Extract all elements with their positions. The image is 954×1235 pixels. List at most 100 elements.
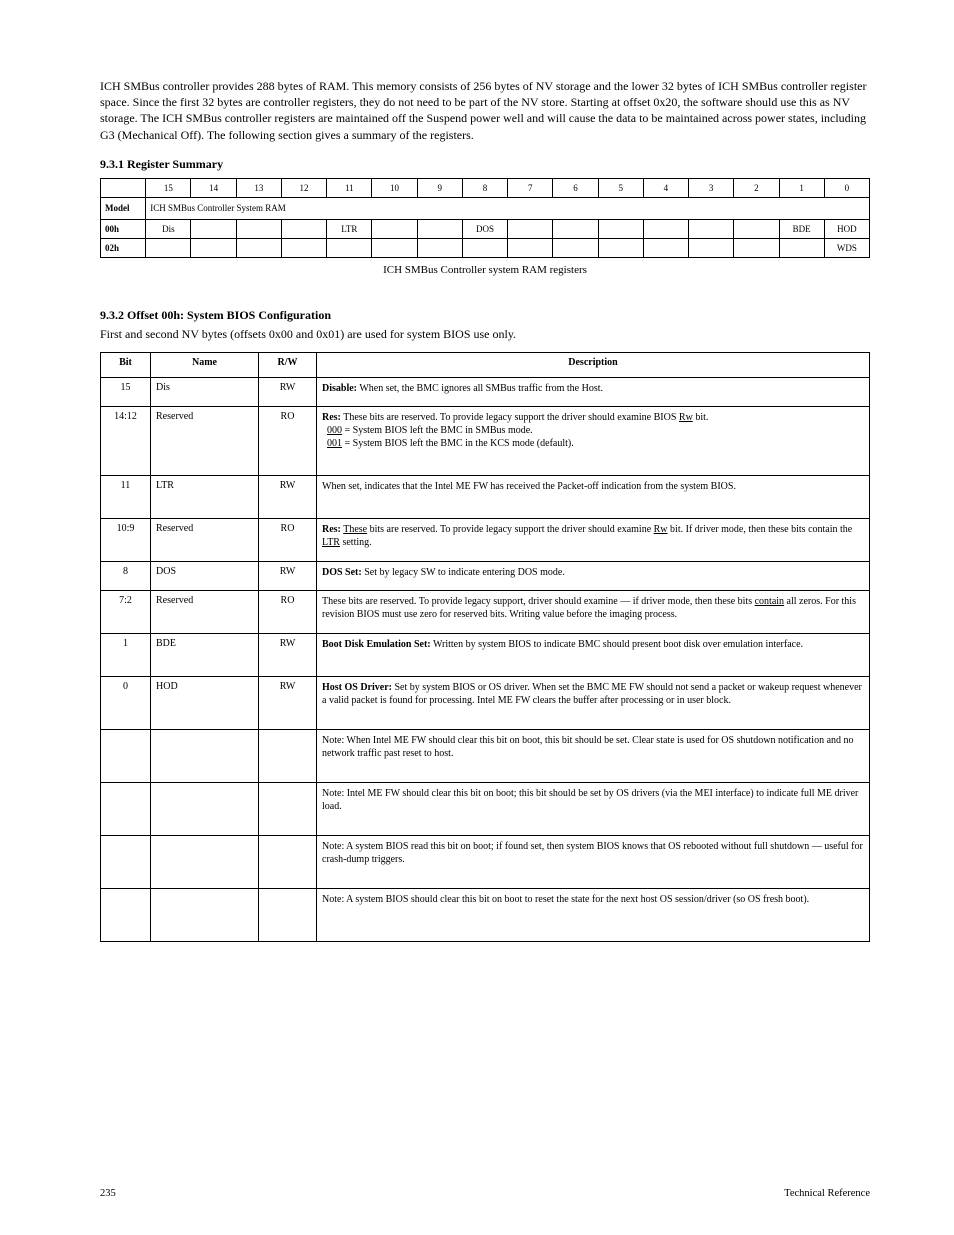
name-cell (151, 835, 259, 888)
bit-cell (598, 238, 643, 257)
table2-subtitle: First and second NV bytes (offsets 0x00 … (100, 327, 870, 342)
description-cell: Note: A system BIOS should clear this bi… (317, 888, 870, 941)
bit-cell (281, 238, 326, 257)
bit-cell (462, 238, 507, 257)
bit-header-0: 0 (824, 178, 869, 197)
bit-cell (598, 219, 643, 238)
name-cell (151, 729, 259, 782)
bit-cell: 11 (101, 475, 151, 518)
bit-cell (191, 219, 236, 238)
name-cell (151, 782, 259, 835)
table2-title: 9.3.2 Offset 00h: System BIOS Configurat… (100, 308, 870, 323)
description-cell: Boot Disk Emulation Set: Written by syst… (317, 633, 870, 676)
description-cell: Res: These bits are reserved. To provide… (317, 518, 870, 561)
rw-cell: RO (259, 406, 317, 475)
bit-header-8: 8 (462, 178, 507, 197)
offset-label: 00h (101, 219, 146, 238)
bit-cell (734, 219, 779, 238)
bit-cell (101, 835, 151, 888)
bit-cell (281, 219, 326, 238)
bios-config-table: BitNameR/WDescription 15DisRWDisable: Wh… (100, 352, 870, 942)
bit-cell (101, 888, 151, 941)
col-header-description: Description (317, 352, 870, 377)
bit-header-2: 2 (734, 178, 779, 197)
description-cell: DOS Set: Set by legacy SW to indicate en… (317, 561, 870, 590)
bit-cell (508, 238, 553, 257)
bit-cell (372, 238, 417, 257)
bit-header-5: 5 (598, 178, 643, 197)
bit-header-6: 6 (553, 178, 598, 197)
name-cell: LTR (151, 475, 259, 518)
name-cell: BDE (151, 633, 259, 676)
description-cell: These bits are reserved. To provide lega… (317, 590, 870, 633)
name-cell (151, 888, 259, 941)
bit-cell (372, 219, 417, 238)
bit-cell: BDE (779, 219, 824, 238)
name-cell: Reserved (151, 590, 259, 633)
bit-cell: 8 (101, 561, 151, 590)
rw-cell: RW (259, 676, 317, 729)
bit-cell (417, 219, 462, 238)
bit-cell (236, 219, 281, 238)
name-cell: Reserved (151, 406, 259, 475)
document-page: ICH SMBus controller provides 288 bytes … (0, 0, 954, 1235)
register-summary-table: 1514131211109876543210ModelICH SMBus Con… (100, 178, 870, 258)
bit-cell (146, 238, 191, 257)
bit-cell: LTR (327, 219, 372, 238)
bit-cell (553, 238, 598, 257)
bit-cell (779, 238, 824, 257)
bit-cell: DOS (462, 219, 507, 238)
bit-header-12: 12 (281, 178, 326, 197)
bit-cell (327, 238, 372, 257)
description-cell: Note: When Intel ME FW should clear this… (317, 729, 870, 782)
bit-cell: 15 (101, 377, 151, 406)
col-header-name: Name (151, 352, 259, 377)
name-cell: Dis (151, 377, 259, 406)
bit-header-10: 10 (372, 178, 417, 197)
bit-cell (417, 238, 462, 257)
bit-header-blank (101, 178, 146, 197)
model-row-label: Model (101, 197, 146, 219)
intro-paragraph: ICH SMBus controller provides 288 bytes … (100, 78, 870, 143)
table1-caption: ICH SMBus Controller system RAM register… (100, 264, 870, 276)
bit-cell (101, 782, 151, 835)
bit-cell (689, 219, 734, 238)
footer-page-number: 235 (100, 1188, 116, 1199)
bit-header-7: 7 (508, 178, 553, 197)
bit-cell: 1 (101, 633, 151, 676)
rw-cell: RW (259, 377, 317, 406)
bit-cell (734, 238, 779, 257)
bit-cell (236, 238, 281, 257)
rw-cell (259, 729, 317, 782)
description-cell: Host OS Driver: Set by system BIOS or OS… (317, 676, 870, 729)
name-cell: DOS (151, 561, 259, 590)
bit-header-4: 4 (643, 178, 688, 197)
bit-header-11: 11 (327, 178, 372, 197)
bit-cell (508, 219, 553, 238)
bit-header-15: 15 (146, 178, 191, 197)
bit-cell: Dis (146, 219, 191, 238)
rw-cell (259, 835, 317, 888)
description-cell: Res: These bits are reserved. To provide… (317, 406, 870, 475)
description-cell: Note: A system BIOS read this bit on boo… (317, 835, 870, 888)
offset-label: 02h (101, 238, 146, 257)
bit-cell (191, 238, 236, 257)
page-footer: 235 Technical Reference (100, 1188, 870, 1199)
bit-cell (643, 238, 688, 257)
name-cell: Reserved (151, 518, 259, 561)
rw-cell (259, 888, 317, 941)
col-header-bit: Bit (101, 352, 151, 377)
bit-header-3: 3 (689, 178, 734, 197)
description-cell: Note: Intel ME FW should clear this bit … (317, 782, 870, 835)
bit-cell: 14:12 (101, 406, 151, 475)
bit-cell: HOD (824, 219, 869, 238)
section-heading: 9.3.1 Register Summary (100, 157, 870, 172)
bit-header-14: 14 (191, 178, 236, 197)
bit-cell: WDS (824, 238, 869, 257)
bit-header-9: 9 (417, 178, 462, 197)
bit-cell: 0 (101, 676, 151, 729)
rw-cell: RO (259, 590, 317, 633)
bit-cell (553, 219, 598, 238)
rw-cell: RW (259, 561, 317, 590)
rw-cell (259, 782, 317, 835)
